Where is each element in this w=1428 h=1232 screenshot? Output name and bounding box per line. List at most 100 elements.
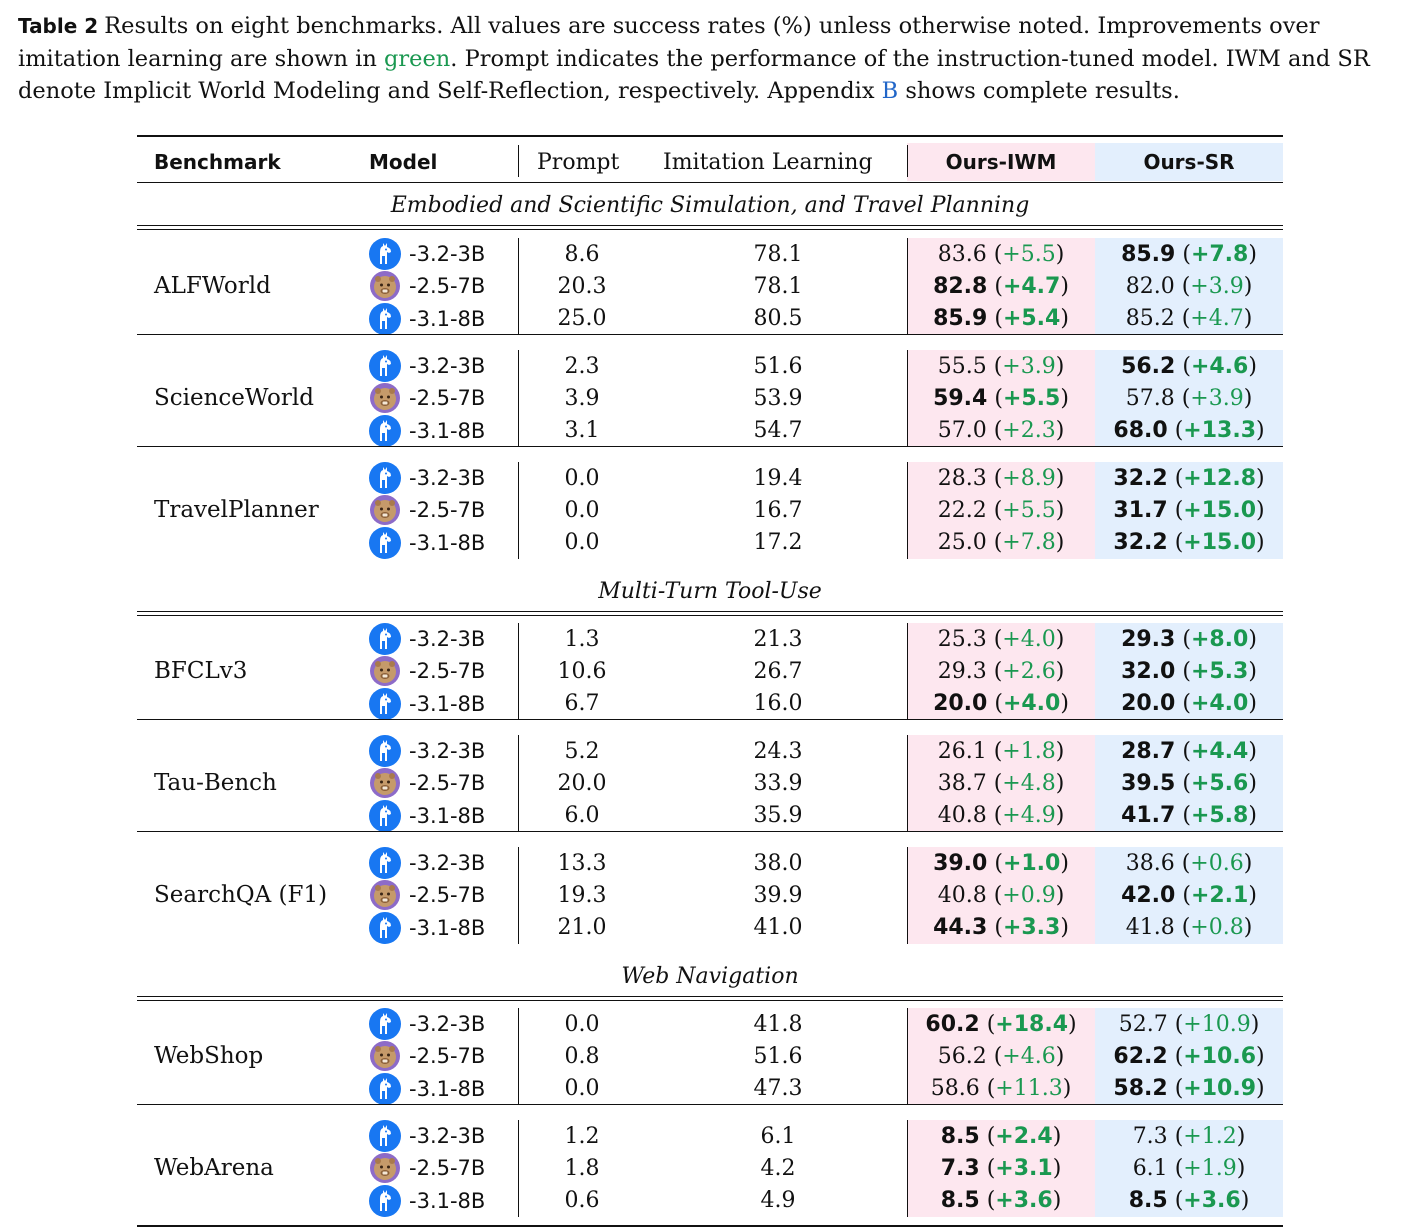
ours-sr-improvement: (+1.9) [1174, 1155, 1246, 1181]
model-name: -3.1-8B [369, 526, 485, 559]
ours-iwm-value: 83.6 (+5.5) [907, 238, 1095, 270]
improvement-delta: +4.7 [1002, 273, 1061, 299]
ours-sr-value: 82.0 (+3.9) [1095, 270, 1283, 302]
ours-sr-score: 29.3 [1121, 626, 1176, 652]
iwm-column-shade [907, 623, 1095, 720]
benchmark-name: SearchQA (F1) [154, 882, 328, 909]
section-title: Embodied and Scientific Simulation, and … [390, 192, 1030, 218]
ours-sr-value: 85.9 (+7.8) [1095, 238, 1283, 270]
llama-icon [369, 414, 401, 447]
iwm-column-shade [907, 350, 1095, 447]
ours-sr-score: 85.9 [1121, 241, 1176, 267]
table-rule [137, 1225, 1283, 1227]
model-size: -2.5-7B [409, 883, 486, 908]
improvement-delta: +7.8 [1190, 241, 1249, 267]
improvement-delta: +0.8 [1190, 915, 1244, 941]
ours-sr-value: 85.2 (+4.7) [1095, 303, 1283, 335]
prompt-value: 13.3 [557, 850, 607, 876]
ours-iwm-score: 59.4 [933, 385, 988, 411]
model-size: -3.2-3B [409, 466, 486, 491]
prompt-value: 0.0 [564, 497, 600, 523]
ours-sr-value: 32.2 (+12.8) [1095, 462, 1283, 494]
sr-column-shade [1095, 462, 1283, 559]
imitation-value: 16.0 [753, 691, 803, 717]
improvement-delta: +10.9 [1183, 1011, 1251, 1037]
ours-iwm-value: 8.5 (+3.6) [907, 1185, 1095, 1217]
ours-sr-improvement: (+5.6) [1182, 770, 1257, 796]
ours-sr-value: 57.8 (+3.9) [1095, 382, 1283, 414]
prompt-value: 1.8 [564, 1155, 600, 1181]
ours-sr-score: 42.0 [1121, 882, 1176, 908]
ours-sr-value: 29.3 (+8.0) [1095, 623, 1283, 655]
ours-sr-improvement: (+13.3) [1174, 418, 1265, 444]
improvement-delta: +12.8 [1183, 465, 1256, 491]
ours-iwm-value: 55.5 (+3.9) [907, 350, 1095, 382]
ours-sr-improvement: (+2.1) [1182, 882, 1257, 908]
sr-column-shade [1095, 623, 1283, 720]
ours-sr-improvement: (+3.9) [1181, 273, 1253, 299]
improvement-delta: +2.1 [1190, 882, 1249, 908]
ours-iwm-value: 26.1 (+1.8) [907, 735, 1095, 767]
imitation-value: 41.0 [753, 915, 803, 941]
ours-iwm-score: 57.0 [937, 418, 987, 444]
ours-iwm-improvement: (+18.4) [986, 1011, 1077, 1037]
qwen-icon [370, 656, 400, 687]
improvement-delta: +15.0 [1183, 530, 1256, 556]
improvement-delta: +13.3 [1183, 418, 1256, 444]
llama-icon [369, 799, 401, 832]
ours-iwm-value: 82.8 (+4.7) [907, 270, 1095, 302]
ours-sr-value: 32.2 (+15.0) [1095, 527, 1283, 559]
ours-iwm-score: 40.8 [937, 882, 987, 908]
model-size: -2.5-7B [409, 771, 486, 796]
improvement-delta: +11.3 [995, 1076, 1063, 1102]
model-name: -3.2-3B [369, 847, 485, 880]
model-name: -3.1-8B [369, 1072, 485, 1105]
improvement-delta: +4.7 [1190, 306, 1244, 332]
benchmark-name: WebShop [154, 1043, 264, 1070]
header-benchmark: Benchmark [154, 150, 281, 174]
improvement-delta: +15.0 [1183, 497, 1256, 523]
benchmark-name: BFCLv3 [154, 658, 248, 685]
ours-sr-score: 39.5 [1121, 770, 1176, 796]
model-name: -2.5-7B [369, 1040, 485, 1072]
imitation-value: 78.1 [753, 273, 803, 299]
ours-iwm-score: 38.7 [937, 770, 987, 796]
ours-iwm-improvement: (+0.9) [993, 882, 1065, 908]
improvement-delta: +2.6 [1002, 658, 1056, 684]
imitation-value: 41.8 [753, 1011, 803, 1037]
header-divider [518, 145, 519, 177]
prompt-value: 1.2 [564, 1123, 600, 1149]
ours-iwm-value: 60.2 (+18.4) [907, 1008, 1095, 1040]
ours-sr-score: 7.3 [1132, 1123, 1168, 1149]
model-divider [518, 1008, 519, 1105]
ours-iwm-score: 60.2 [925, 1011, 980, 1037]
qwen-icon [370, 495, 400, 526]
model-size: -3.2-3B [409, 242, 486, 267]
ours-sr-score: 32.0 [1121, 658, 1176, 684]
appendix-link[interactable]: B [881, 78, 899, 104]
improvement-delta: +4.8 [1002, 770, 1056, 796]
qwen-icon [370, 768, 400, 799]
iwm-header-shade [907, 143, 1095, 181]
ours-iwm-improvement: (+4.6) [993, 1043, 1065, 1069]
ours-sr-improvement: (+3.6) [1174, 1188, 1250, 1214]
table-rule [137, 334, 1283, 335]
iwm-divider [907, 350, 908, 447]
table-rule [137, 611, 1283, 612]
sr-column-shade [1095, 1008, 1283, 1105]
ours-iwm-improvement: (+11.3) [986, 1076, 1072, 1102]
model-name: -3.1-8B [369, 911, 485, 944]
model-divider [518, 462, 519, 559]
model-name: -3.2-3B [369, 623, 485, 656]
iwm-divider [907, 623, 908, 720]
ours-iwm-score: 55.5 [937, 353, 987, 379]
ours-sr-value: 56.2 (+4.6) [1095, 350, 1283, 382]
ours-sr-score: 58.2 [1113, 1076, 1168, 1102]
improvement-delta: +5.6 [1190, 770, 1249, 796]
llama-icon [369, 462, 401, 495]
prompt-value: 0.8 [564, 1043, 600, 1069]
imitation-value: 39.9 [753, 882, 803, 908]
improvement-delta: +1.2 [1183, 1123, 1237, 1149]
model-size: -3.2-3B [409, 1012, 486, 1037]
llama-icon [369, 238, 401, 271]
